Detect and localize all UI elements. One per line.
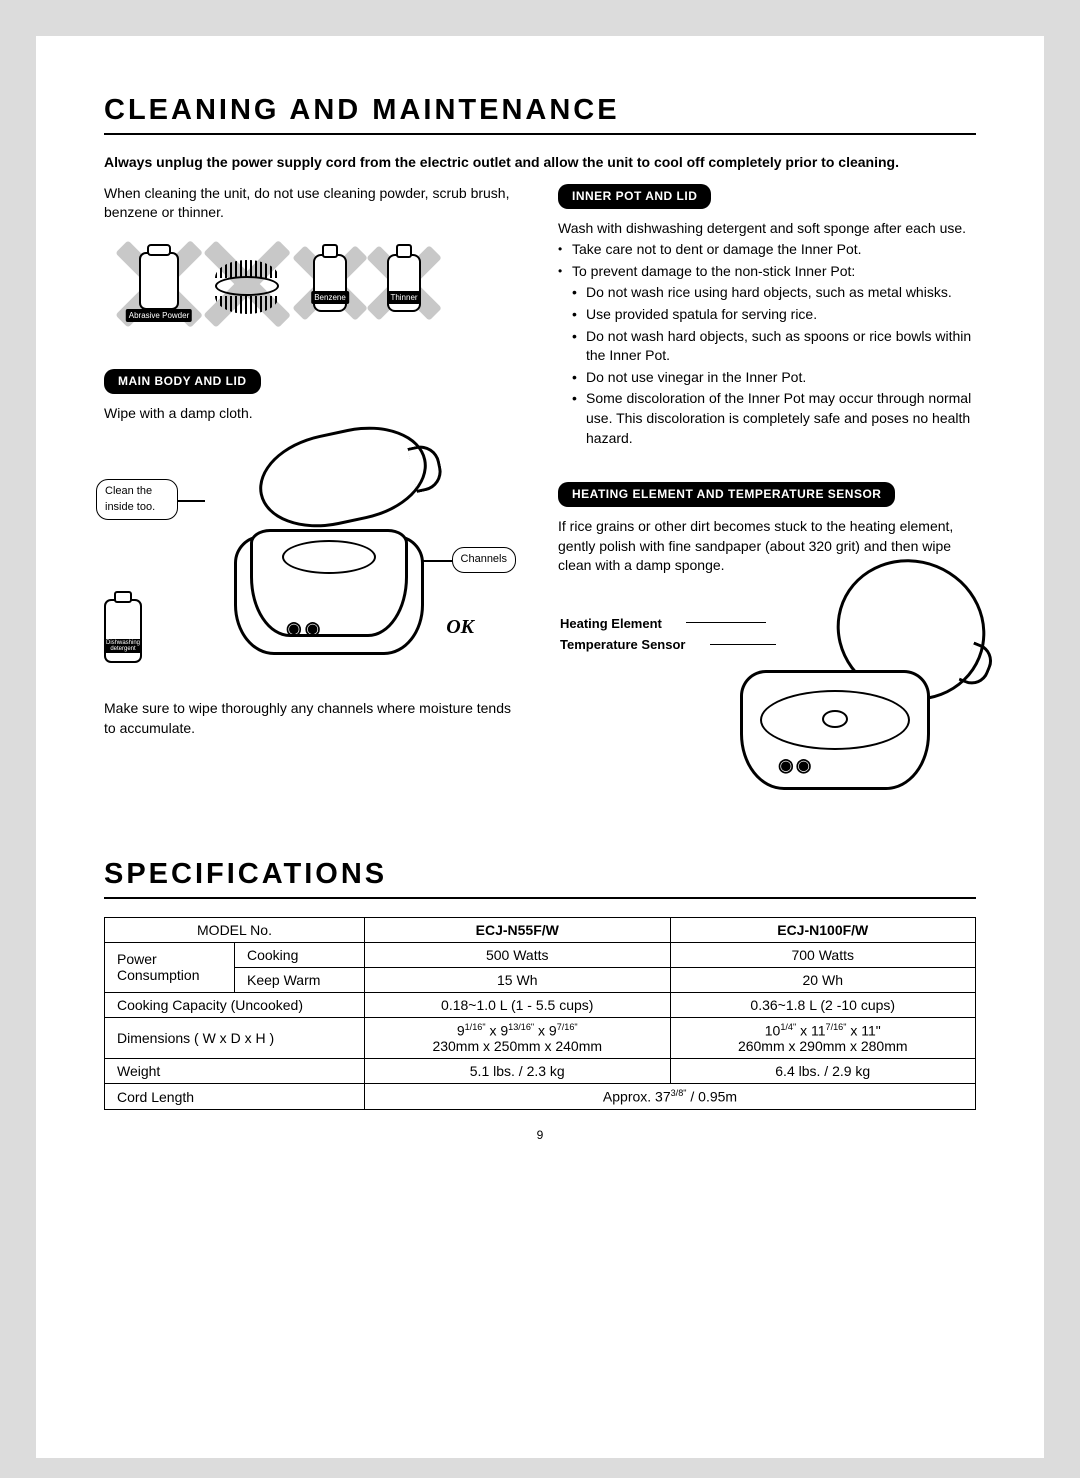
heading-cleaning: CLEANING AND MAINTENANCE [104, 94, 976, 135]
star-2-text: To prevent damage to the non-stick Inner… [572, 263, 855, 279]
cooker-figure: Clean the inside too. Dishwashing deterg… [104, 429, 522, 687]
star-item-2: To prevent damage to the non-stick Inner… [572, 262, 976, 448]
thinner-label: Thinner [387, 291, 420, 304]
two-column-layout: When cleaning the unit, do not use clean… [104, 184, 976, 840]
figure-labels: Heating Element Temperature Sensor [560, 614, 685, 656]
spec-table: MODEL No. ECJ-N55F/W ECJ-N100F/W Power C… [104, 917, 976, 1110]
weight-label: Weight [105, 1059, 365, 1084]
table-row: Cord Length Approx. 373/8" / 0.95m [105, 1084, 976, 1110]
cooker-face-icon: ◉◉ [778, 753, 813, 778]
channels-instruction: Make sure to wipe thoroughly any channel… [104, 699, 522, 738]
dim-m2: 101/4" x 117/16" x 11" 260mm x 290mm x 2… [670, 1017, 976, 1059]
abrasive-powder-label: Abrasive Powder [126, 309, 192, 322]
cooker-face-icon: ◉◉ [286, 616, 323, 641]
channels-callout: Channels [452, 547, 516, 572]
table-row: Power Consumption Cooking 500 Watts 700 … [105, 942, 976, 967]
detergent-icon: Dishwashing detergent [104, 599, 142, 663]
brush-icon [203, 240, 291, 328]
bullet-3: Do not wash hard objects, such as spoons… [586, 327, 976, 366]
abrasive-powder-icon: Abrasive Powder [115, 240, 203, 328]
table-row: Keep Warm 15 Wh 20 Wh [105, 967, 976, 992]
detergent-label: Dishwashing detergent [104, 639, 142, 653]
ok-text: OK [446, 613, 474, 641]
inner-pot-lid-label: INNER POT AND LID [558, 184, 711, 209]
cord-label: Cord Length [105, 1084, 365, 1110]
wipe-instruction: Wipe with a damp cloth. [104, 404, 522, 424]
main-body-lid-label: MAIN BODY AND LID [104, 369, 261, 394]
benzene-icon: Benzene [293, 240, 367, 326]
model1-header: ECJ-N55F/W [365, 917, 671, 942]
table-row: Weight 5.1 lbs. / 2.3 kg 6.4 lbs. / 2.9 … [105, 1059, 976, 1084]
capacity-m1: 0.18~1.0 L (1 - 5.5 cups) [365, 992, 671, 1017]
heating-section: HEATING ELEMENT AND TEMPERATURE SENSOR I… [558, 474, 976, 840]
clean-inside-callout: Clean the inside too. [96, 479, 178, 520]
donotuse-figure: Abrasive Powder Benzene Thinner [114, 233, 522, 343]
thinner-icon: Thinner [367, 240, 441, 326]
bullet-2: Use provided spatula for serving rice. [586, 305, 976, 325]
keepwarm-label: Keep Warm [235, 967, 365, 992]
capacity-label: Cooking Capacity (Uncooked) [105, 992, 365, 1017]
cooking-label: Cooking [235, 942, 365, 967]
table-row: Cooking Capacity (Uncooked) 0.18~1.0 L (… [105, 992, 976, 1017]
model2-header: ECJ-N100F/W [670, 917, 976, 942]
benzene-label: Benzene [311, 291, 349, 304]
power-label: Power Consumption [105, 942, 235, 992]
star-item-1: Take care not to dent or damage the Inne… [572, 240, 976, 260]
heading-specifications: SPECIFICATIONS [104, 858, 976, 899]
wash-instruction: Wash with dishwashing detergent and soft… [558, 219, 976, 239]
cooking-m1: 500 Watts [365, 942, 671, 967]
dim-label: Dimensions ( W x D x H ) [105, 1017, 365, 1059]
right-column: INNER POT AND LID Wash with dishwashing … [558, 184, 976, 840]
heating-figure: Heating Element Temperature Sensor ◉◉ [558, 580, 976, 840]
temp-sensor-text: Temperature Sensor [560, 635, 685, 656]
table-row: Dimensions ( W x D x H ) 91/16" x 913/16… [105, 1017, 976, 1059]
cooker-drawing: ◉◉ OK [214, 433, 450, 659]
page-number: 9 [104, 1128, 976, 1142]
dim-m1: 91/16" x 913/16" x 97/16" 230mm x 250mm … [365, 1017, 671, 1059]
cooking-m2: 700 Watts [670, 942, 976, 967]
bullet-5: Some discoloration of the Inner Pot may … [586, 389, 976, 448]
weight-m1: 5.1 lbs. / 2.3 kg [365, 1059, 671, 1084]
no-cleaners-note: When cleaning the unit, do not use clean… [104, 184, 522, 223]
heating-element-text: Heating Element [560, 614, 685, 635]
keep-m1: 15 Wh [365, 967, 671, 992]
model-no-header: MODEL No. [105, 917, 365, 942]
manual-page: CLEANING AND MAINTENANCE Always unplug t… [36, 36, 1044, 1458]
bullet-4: Do not use vinegar in the Inner Pot. [586, 368, 976, 388]
nested-bullets: Do not wash rice using hard objects, suc… [572, 283, 976, 448]
channels-text: Channels [461, 553, 507, 565]
left-column: When cleaning the unit, do not use clean… [104, 184, 522, 840]
intro-warning: Always unplug the power supply cord from… [104, 153, 976, 172]
heating-element-label: HEATING ELEMENT AND TEMPERATURE SENSOR [558, 482, 895, 507]
cord-value: Approx. 373/8" / 0.95m [365, 1084, 976, 1110]
cooker-open-drawing: ◉◉ [722, 568, 982, 808]
table-row: MODEL No. ECJ-N55F/W ECJ-N100F/W [105, 917, 976, 942]
capacity-m2: 0.36~1.8 L (2 -10 cups) [670, 992, 976, 1017]
star-list: Take care not to dent or damage the Inne… [558, 240, 976, 448]
keep-m2: 20 Wh [670, 967, 976, 992]
weight-m2: 6.4 lbs. / 2.9 kg [670, 1059, 976, 1084]
bullet-1: Do not wash rice using hard objects, suc… [586, 283, 976, 303]
clean-inside-text: Clean the inside too. [105, 485, 155, 512]
